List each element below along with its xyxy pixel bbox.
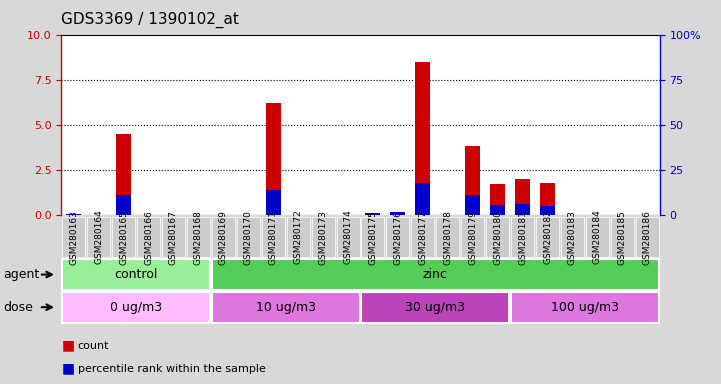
Text: zinc: zinc [423, 268, 448, 281]
Text: GSM280175: GSM280175 [368, 210, 378, 265]
Text: GSM280176: GSM280176 [394, 210, 402, 265]
Text: GSM280167: GSM280167 [169, 210, 178, 265]
Bar [540, 206, 555, 215]
Text: GSM280172: GSM280172 [293, 210, 303, 265]
Text: GSM280178: GSM280178 [443, 210, 452, 265]
Text: GSM280180: GSM280180 [493, 210, 502, 265]
Text: count: count [78, 341, 110, 351]
Text: GSM280168: GSM280168 [194, 210, 203, 265]
Text: GSM280169: GSM280169 [219, 210, 228, 265]
Text: control: control [115, 268, 158, 281]
Text: 100 ug/m3: 100 ug/m3 [551, 301, 619, 314]
Bar [490, 184, 505, 215]
Text: GSM280164: GSM280164 [94, 210, 103, 265]
Bar [490, 205, 505, 215]
Text: GSM280177: GSM280177 [418, 210, 428, 265]
Text: GDS3369 / 1390102_at: GDS3369 / 1390102_at [61, 12, 239, 28]
Bar [116, 195, 131, 215]
Bar [415, 62, 430, 215]
Text: GSM280183: GSM280183 [568, 210, 577, 265]
Bar [415, 182, 430, 215]
Text: ■: ■ [61, 339, 74, 353]
Text: GSM280182: GSM280182 [543, 210, 552, 265]
Bar [66, 214, 81, 215]
Bar [116, 134, 131, 215]
Bar [266, 190, 280, 215]
Text: GSM280186: GSM280186 [642, 210, 652, 265]
Text: GSM280185: GSM280185 [618, 210, 627, 265]
Text: GSM280174: GSM280174 [343, 210, 353, 265]
Bar [515, 179, 530, 215]
Text: GSM280165: GSM280165 [119, 210, 128, 265]
Text: 10 ug/m3: 10 ug/m3 [256, 301, 316, 314]
Text: 30 ug/m3: 30 ug/m3 [405, 301, 465, 314]
Text: GSM280163: GSM280163 [69, 210, 79, 265]
Text: GSM280171: GSM280171 [269, 210, 278, 265]
Text: GSM280181: GSM280181 [518, 210, 527, 265]
Text: GSM280179: GSM280179 [468, 210, 477, 265]
Text: percentile rank within the sample: percentile rank within the sample [78, 364, 266, 374]
Text: agent: agent [4, 268, 40, 281]
Text: GSM280173: GSM280173 [319, 210, 327, 265]
Bar [391, 212, 405, 215]
Text: ■: ■ [61, 362, 74, 376]
Bar [465, 146, 480, 215]
Bar [515, 204, 530, 215]
Bar [540, 182, 555, 215]
Text: 0 ug/m3: 0 ug/m3 [110, 301, 162, 314]
Bar [366, 213, 381, 215]
Text: GSM280170: GSM280170 [244, 210, 253, 265]
Text: GSM280166: GSM280166 [144, 210, 153, 265]
Text: GSM280184: GSM280184 [593, 210, 602, 265]
Bar [266, 103, 280, 215]
Text: dose: dose [4, 301, 33, 314]
Bar [465, 195, 480, 215]
